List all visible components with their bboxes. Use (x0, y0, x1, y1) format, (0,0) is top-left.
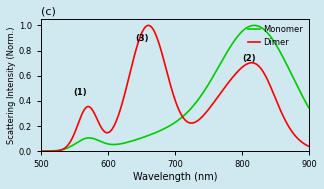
Dimer (55, 150, 59, 152)
Dimer (210, 104, 214, 106)
Monomer (195, 100, 199, 103)
Text: (c): (c) (41, 7, 56, 17)
Monomer (307, 107, 311, 109)
Dimer (307, 145, 311, 148)
Monomer (270, 38, 274, 40)
Line: Monomer: Monomer (41, 25, 309, 151)
Monomer (55, 149, 59, 152)
Text: (3): (3) (135, 33, 148, 43)
Legend: Monomer, Dimer: Monomer, Dimer (246, 23, 305, 49)
Monomer (242, 28, 246, 31)
Monomer (202, 91, 206, 93)
Dimer (270, 89, 274, 92)
Line: Dimer: Dimer (41, 25, 309, 151)
Text: (1): (1) (73, 88, 87, 97)
Dimer (243, 64, 247, 66)
Y-axis label: Scattering Intensity (Norm.): Scattering Intensity (Norm.) (7, 26, 16, 144)
Monomer (39, 150, 43, 152)
Text: (2): (2) (242, 54, 256, 63)
Monomer (210, 77, 214, 80)
Dimer (39, 150, 43, 152)
X-axis label: Wavelength (nm): Wavelength (nm) (133, 172, 217, 182)
Monomer (252, 24, 256, 26)
Dimer (202, 114, 206, 116)
Dimer (195, 120, 199, 122)
Dimer (146, 24, 150, 26)
